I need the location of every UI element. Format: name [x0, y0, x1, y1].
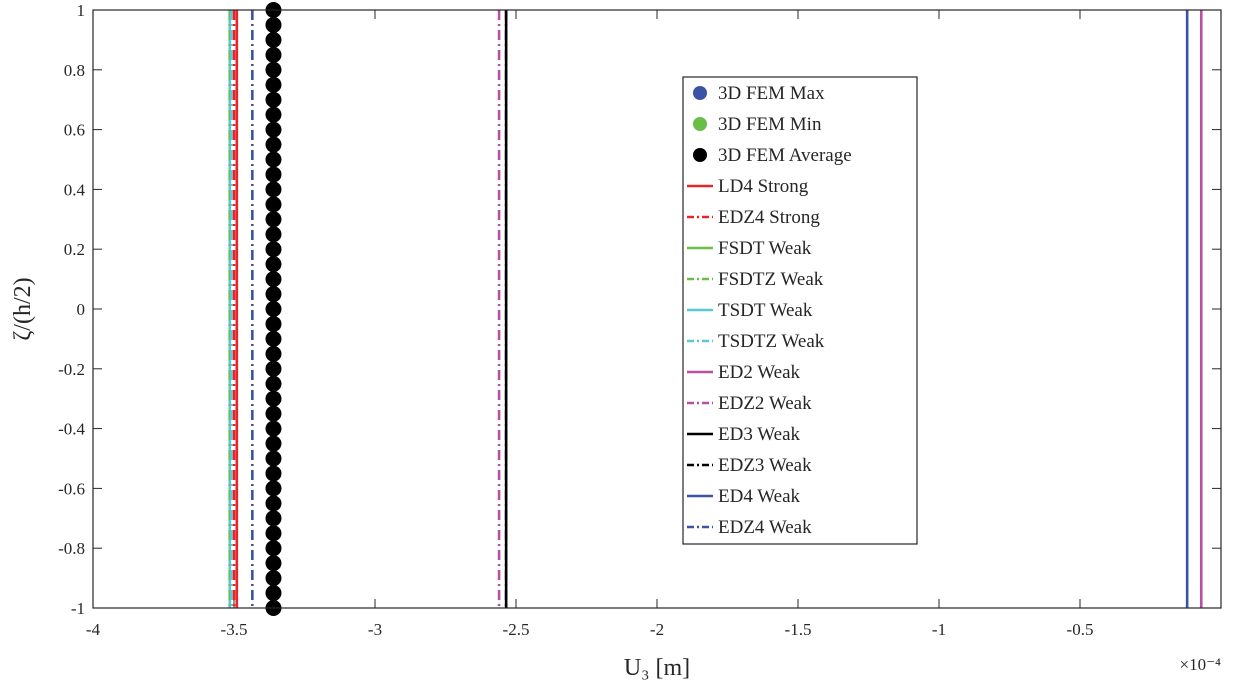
legend: 3D FEM Max 3D FEM Min 3D FEM Average LD4 St…	[682, 76, 918, 545]
series-3d-fem-average-marker	[265, 61, 282, 78]
y-axis: 1 0.8 0.6 0.4 0.2 0 -0.2 -0.4 -0.6 -0.8 -1	[58, 1, 1221, 618]
legend-label-tsdtz-weak: TSDTZ Weak	[718, 331, 825, 352]
x-tick-label: -2.5	[503, 620, 530, 639]
series-3d-fem-average-marker	[265, 435, 282, 452]
legend-label-edz2-weak: EDZ2 Weak	[718, 393, 812, 414]
series-3d-fem-average-marker	[265, 495, 282, 512]
legend-box	[682, 76, 918, 545]
x-tick-label: -4	[86, 620, 101, 639]
series-3d-fem-average-marker	[265, 16, 282, 33]
series-3d-fem-average-marker	[265, 31, 282, 48]
y-tick-label: -0.4	[58, 420, 85, 439]
y-tick-label: 0	[77, 300, 86, 319]
series-3d-fem-average-marker	[265, 286, 282, 303]
legend-label-ed2-weak: ED2 Weak	[718, 362, 801, 383]
legend-label-3d-fem-average: 3D FEM Average	[718, 145, 852, 166]
y-tick-label: -1	[71, 599, 85, 618]
series-3d-fem-average-marker	[265, 465, 282, 482]
y-tick-label: -0.2	[58, 360, 85, 379]
series-3d-fem-average-marker	[265, 525, 282, 542]
series-3d-fem-average-marker	[265, 390, 282, 407]
series-3d-fem-average-marker	[265, 196, 282, 213]
legend-label-ed4-weak: ED4 Weak	[718, 486, 801, 507]
series-3d-fem-average-marker	[265, 121, 282, 138]
legend-label-edz4-weak: EDZ4 Weak	[718, 517, 812, 538]
y-tick-label: 0.6	[64, 121, 85, 140]
y-tick-label: -0.6	[58, 479, 85, 498]
series-3d-fem-average-marker	[265, 106, 282, 123]
legend-label-3d-fem-min: 3D FEM Min	[718, 114, 822, 135]
legend-label-edz4-strong: EDZ4 Strong	[718, 207, 820, 228]
legend-label-3d-fem-max: 3D FEM Max	[718, 83, 825, 104]
x-exponent-label: ×10⁻⁴	[1180, 655, 1222, 674]
series-3d-fem-average-marker	[265, 226, 282, 243]
series-3d-fem-average-marker	[265, 91, 282, 108]
series-3d-fem-average-marker	[265, 480, 282, 497]
series-3d-fem-average-marker	[265, 345, 282, 362]
series-3d-fem-average-marker	[265, 540, 282, 557]
legend-marker-3d-fem-min	[693, 117, 707, 131]
series-3d-fem-average-marker	[265, 271, 282, 288]
y-tick-label: -0.8	[58, 539, 85, 558]
series-3d-fem-average-marker	[265, 450, 282, 467]
plot-frame	[92, 9, 1222, 609]
x-tick-label: -1.5	[785, 620, 812, 639]
legend-label-ld4-strong: LD4 Strong	[718, 176, 809, 197]
legend-label-tsdt-weak: TSDT Weak	[718, 300, 813, 321]
series-3d-fem-average-marker	[265, 181, 282, 198]
legend-marker-3d-fem-average	[693, 148, 707, 162]
series-3d-fem-average-marker	[265, 315, 282, 332]
series-3d-fem-average-marker	[265, 405, 282, 422]
series-3d-fem-average-marker	[265, 151, 282, 168]
series-layer	[228, 2, 1203, 616]
legend-label-ed3-weak: ED3 Weak	[718, 424, 801, 445]
series-3d-fem-average-marker	[265, 241, 282, 258]
legend-marker-3d-fem-max	[693, 86, 707, 100]
x-tick-label: -2	[650, 620, 664, 639]
x-tick-label: -3	[368, 620, 382, 639]
series-3d-fem-average-marker	[265, 166, 282, 183]
series-3d-fem-average-marker	[265, 585, 282, 602]
series-3d-fem-average-marker	[265, 375, 282, 392]
x-tick-label: -1	[932, 620, 946, 639]
legend-label-fsdt-weak: FSDT Weak	[718, 238, 812, 259]
series-3d-fem-average-marker	[265, 76, 282, 93]
y-tick-label: 1	[77, 1, 86, 20]
series-3d-fem-average-marker	[265, 330, 282, 347]
series-3d-fem-average-marker	[265, 301, 282, 317]
series-3d-fem-average-marker	[265, 211, 282, 228]
series-3d-fem-average-marker	[265, 256, 282, 273]
series-3d-fem-average-marker	[265, 360, 282, 377]
legend-label-fsdtz-weak: FSDTZ Weak	[718, 269, 824, 290]
y-tick-label: 0.2	[64, 240, 85, 259]
y-tick-label: 0.4	[64, 180, 86, 199]
y-tick-label: 0.8	[64, 61, 85, 80]
series-3d-fem-average-marker	[265, 510, 282, 527]
x-axis-label: U₃ [m]	[624, 655, 690, 681]
y-axis-label: ζ/(h/2)	[10, 277, 36, 340]
series-3d-fem-average-marker	[265, 420, 282, 437]
plot-area	[93, 10, 1221, 608]
x-tick-label: -0.5	[1067, 620, 1094, 639]
x-tick-label: -3.5	[221, 620, 248, 639]
series-3d-fem-average-marker	[265, 136, 282, 153]
series-3d-fem-average-marker	[265, 46, 282, 63]
legend-label-edz3-weak: EDZ3 Weak	[718, 455, 812, 476]
series-3d-fem-average-marker	[265, 555, 282, 572]
series-3d-fem-average-marker	[265, 570, 282, 587]
